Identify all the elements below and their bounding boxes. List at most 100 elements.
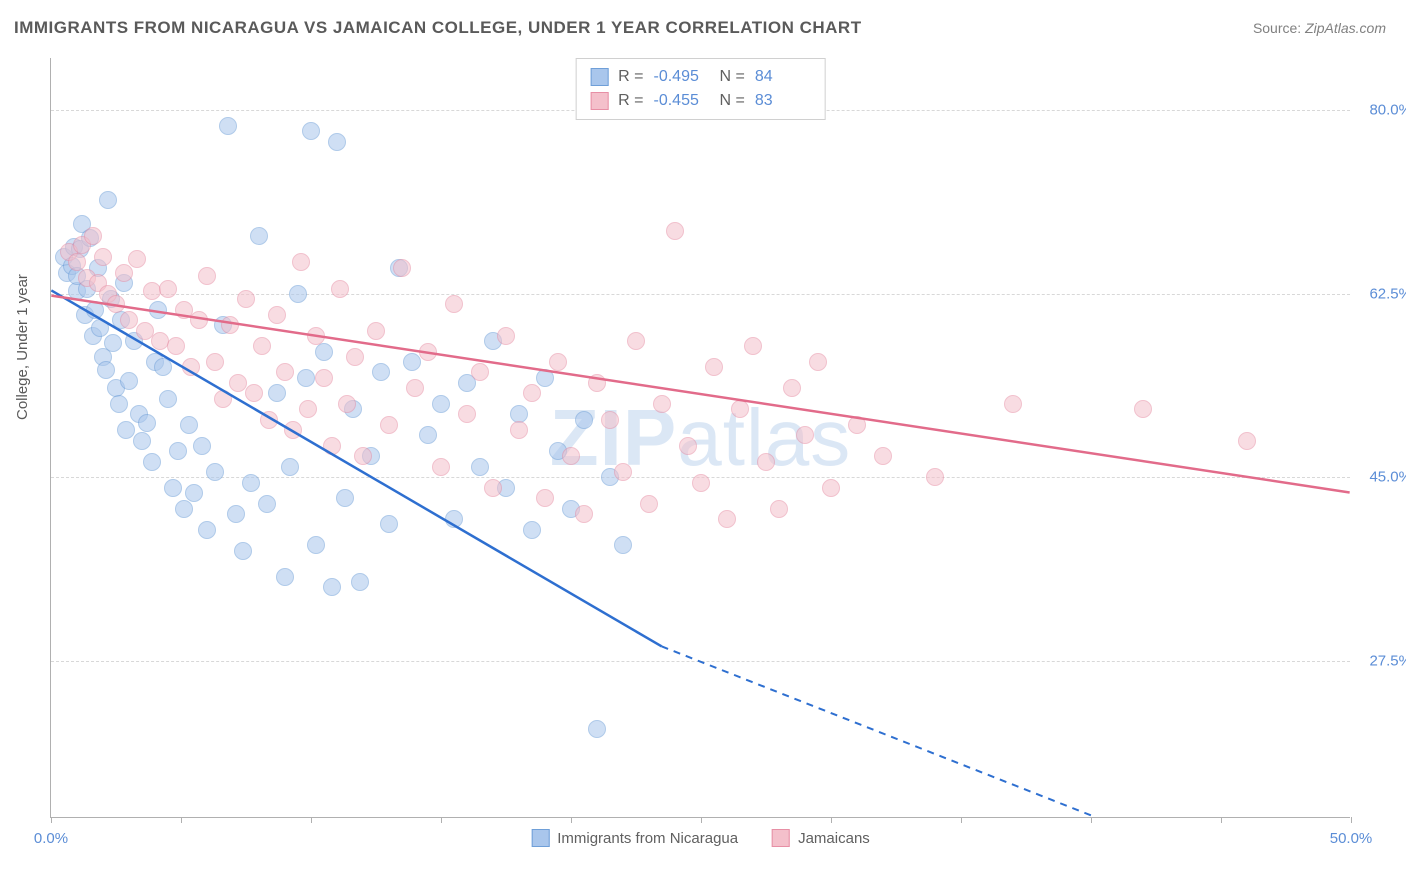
scatter-point-nicaragua (143, 453, 161, 471)
scatter-point-jamaicans (84, 227, 102, 245)
scatter-point-jamaicans (1134, 400, 1152, 418)
scatter-point-jamaicans (268, 306, 286, 324)
scatter-point-jamaicans (926, 468, 944, 486)
scatter-point-nicaragua (432, 395, 450, 413)
scatter-point-jamaicans (107, 295, 125, 313)
y-tick-label: 45.0% (1357, 469, 1406, 486)
scatter-point-jamaicans (588, 374, 606, 392)
scatter-point-nicaragua (276, 568, 294, 586)
chart-title: IMMIGRANTS FROM NICARAGUA VS JAMAICAN CO… (14, 18, 862, 38)
scatter-point-nicaragua (99, 191, 117, 209)
x-tick (571, 817, 572, 823)
scatter-point-nicaragua (110, 395, 128, 413)
scatter-point-nicaragua (614, 536, 632, 554)
scatter-point-nicaragua (175, 500, 193, 518)
scatter-point-jamaicans (1238, 432, 1256, 450)
scatter-point-nicaragua (281, 458, 299, 476)
scatter-point-jamaicans (497, 327, 515, 345)
source-label: Source: (1253, 20, 1301, 36)
scatter-point-jamaicans (115, 264, 133, 282)
x-tick (1351, 817, 1352, 823)
scatter-point-jamaicans (276, 363, 294, 381)
scatter-point-jamaicans (848, 416, 866, 434)
scatter-point-nicaragua (297, 369, 315, 387)
stat-row-jamaicans: R = -0.455 N = 83 (590, 89, 811, 113)
scatter-point-jamaicans (182, 358, 200, 376)
scatter-point-jamaicans (510, 421, 528, 439)
scatter-point-jamaicans (692, 474, 710, 492)
legend-label-jamaicans: Jamaicans (798, 830, 870, 847)
scatter-point-nicaragua (380, 515, 398, 533)
y-tick-label: 80.0% (1357, 102, 1406, 119)
scatter-point-jamaicans (458, 405, 476, 423)
scatter-point-jamaicans (406, 379, 424, 397)
scatter-point-nicaragua (185, 484, 203, 502)
scatter-point-jamaicans (445, 295, 463, 313)
x-tick (441, 817, 442, 823)
scatter-point-jamaicans (323, 437, 341, 455)
scatter-point-jamaicans (757, 453, 775, 471)
scatter-point-jamaicans (809, 353, 827, 371)
scatter-point-jamaicans (198, 267, 216, 285)
scatter-point-nicaragua (307, 536, 325, 554)
scatter-point-nicaragua (250, 227, 268, 245)
scatter-point-jamaicans (367, 322, 385, 340)
x-tick (831, 817, 832, 823)
scatter-point-nicaragua (86, 301, 104, 319)
scatter-point-nicaragua (97, 361, 115, 379)
r-value-jamaicans: -0.455 (654, 89, 710, 113)
scatter-point-jamaicans (523, 384, 541, 402)
scatter-point-nicaragua (159, 390, 177, 408)
scatter-point-jamaicans (679, 437, 697, 455)
scatter-point-nicaragua (372, 363, 390, 381)
scatter-point-jamaicans (770, 500, 788, 518)
scatter-point-nicaragua (234, 542, 252, 560)
scatter-point-nicaragua (328, 133, 346, 151)
scatter-point-nicaragua (219, 117, 237, 135)
stat-row-nicaragua: R = -0.495 N = 84 (590, 65, 811, 89)
legend-item-jamaicans: Jamaicans (772, 829, 870, 847)
swatch-jamaicans (590, 92, 608, 110)
y-axis-label: College, Under 1 year (14, 274, 31, 420)
scatter-point-nicaragua (523, 521, 541, 539)
scatter-point-nicaragua (403, 353, 421, 371)
scatter-point-nicaragua (180, 416, 198, 434)
scatter-point-jamaicans (484, 479, 502, 497)
scatter-point-nicaragua (133, 432, 151, 450)
y-tick-label: 62.5% (1357, 285, 1406, 302)
x-tick-label: 0.0% (34, 830, 68, 847)
x-tick (311, 817, 312, 823)
scatter-point-nicaragua (193, 437, 211, 455)
y-tick-label: 27.5% (1357, 652, 1406, 669)
bottom-legend: Immigrants from Nicaragua Jamaicans (531, 829, 870, 847)
scatter-point-nicaragua (289, 285, 307, 303)
r-value-nicaragua: -0.495 (654, 65, 710, 89)
scatter-point-jamaicans (549, 353, 567, 371)
scatter-point-jamaicans (315, 369, 333, 387)
scatter-point-nicaragua (323, 578, 341, 596)
scatter-point-jamaicans (718, 510, 736, 528)
scatter-point-jamaicans (380, 416, 398, 434)
scatter-point-jamaicans (393, 259, 411, 277)
x-tick (701, 817, 702, 823)
scatter-point-nicaragua (206, 463, 224, 481)
correlation-stat-box: R = -0.495 N = 84 R = -0.455 N = 83 (575, 58, 826, 120)
scatter-point-jamaicans (128, 250, 146, 268)
n-value-nicaragua: 84 (755, 65, 811, 89)
scatter-point-nicaragua (154, 358, 172, 376)
scatter-point-nicaragua (315, 343, 333, 361)
scatter-point-jamaicans (221, 316, 239, 334)
scatter-point-nicaragua (149, 301, 167, 319)
scatter-point-jamaicans (744, 337, 762, 355)
scatter-point-jamaicans (419, 343, 437, 361)
scatter-point-jamaicans (245, 384, 263, 402)
scatter-point-jamaicans (796, 426, 814, 444)
scatter-point-jamaicans (653, 395, 671, 413)
scatter-point-nicaragua (120, 372, 138, 390)
scatter-point-jamaicans (260, 411, 278, 429)
scatter-point-jamaicans (94, 248, 112, 266)
scatter-point-nicaragua (575, 411, 593, 429)
n-label: N = (720, 65, 745, 89)
scatter-point-jamaicans (190, 311, 208, 329)
x-tick (51, 817, 52, 823)
